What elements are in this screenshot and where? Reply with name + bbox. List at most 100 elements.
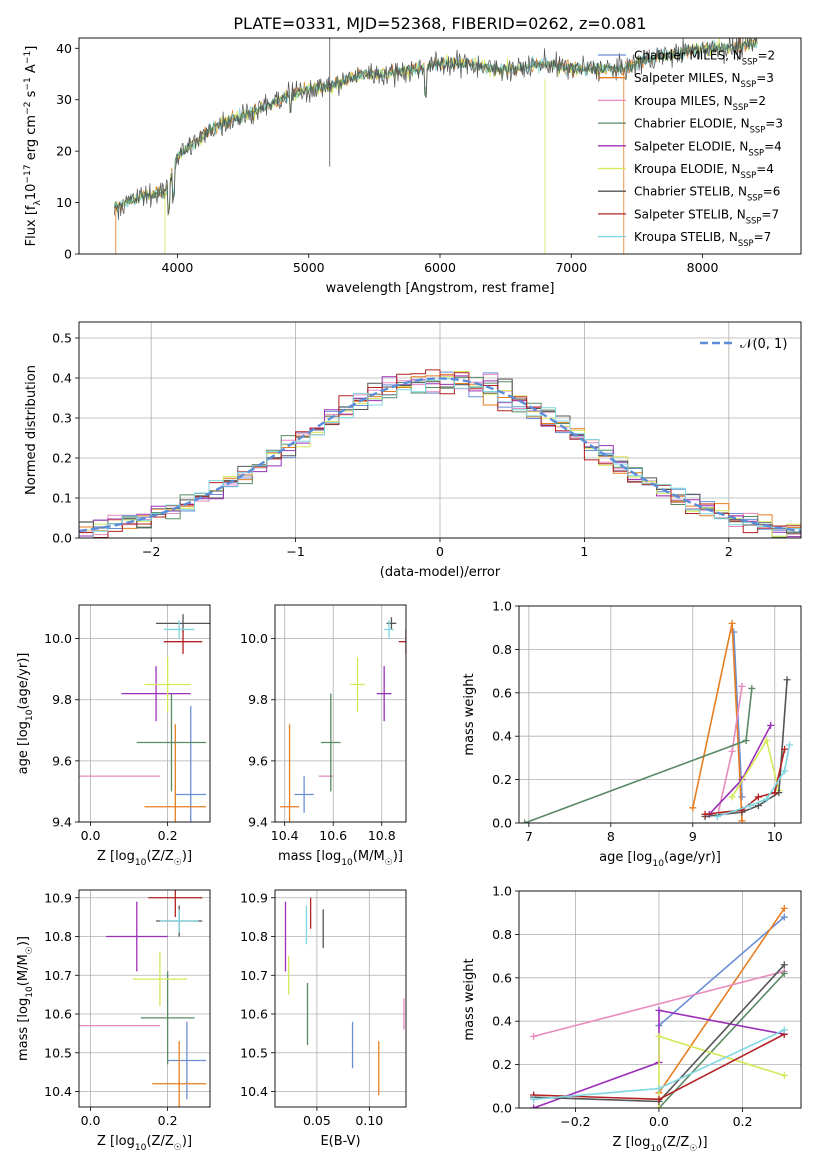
y-tick-label: 0 <box>64 247 72 262</box>
errorbar-chabrier-elodie <box>140 971 195 1065</box>
y-axis-label: age [log10(age/yr)] <box>16 653 35 775</box>
y-tick-label: 10 <box>56 195 72 210</box>
weight-marker <box>728 793 736 801</box>
y-tick-label: 10.6 <box>240 1007 268 1022</box>
x-tick-label: 8000 <box>687 260 719 275</box>
y-tick-label: 0.0 <box>492 1101 512 1116</box>
x-tick-label: 0.10 <box>355 1113 383 1128</box>
y-tick-label: 10.8 <box>240 929 268 944</box>
legend-label-chabrier-miles: Chabrier MILES, NSSP=2 <box>634 49 775 67</box>
weight-line-salpeter-stelib <box>705 749 786 816</box>
weight-line-chabrier-elodie <box>658 972 785 1108</box>
weight-marker <box>780 969 788 977</box>
y-tick-label: 10.9 <box>240 890 268 905</box>
y-tick-label: 9.4 <box>52 815 72 830</box>
y-tick-label: 9.6 <box>52 753 72 768</box>
weight-marker <box>780 961 788 969</box>
weight-marker <box>767 721 775 729</box>
weight-marker <box>530 1032 538 1040</box>
y-tick-label: 0.6 <box>492 970 512 985</box>
errorbar-chabrier-elodie <box>136 693 207 792</box>
panel-weight-vs-Z: −0.2 0.0 0.2 0.0 0.2 0.4 0.6 0.8 1.0 Z [log10(Z/Z… <box>462 884 802 1154</box>
weight-marker <box>701 810 709 818</box>
weight-marker <box>728 747 736 755</box>
x-tick-label: 10.4 <box>271 828 299 843</box>
x-axis-label: (data-model)/error <box>380 565 501 580</box>
x-tick-label: −1 <box>286 544 304 559</box>
panel-mass-vs-EBV: 0.05 0.10 10.4 10.5 10.6 10.7 10.8 10.9 E(B-V) <box>240 889 407 1149</box>
axes-frame <box>518 890 802 1109</box>
weight-marker <box>786 741 794 749</box>
axes-frame <box>78 37 802 255</box>
plot-area <box>279 617 406 822</box>
x-tick-label: 4000 <box>162 260 194 275</box>
errorbar-salpeter-miles <box>279 724 300 822</box>
weight-line-kroupa-elodie <box>658 1035 785 1108</box>
x-tick-label: 10.8 <box>368 828 396 843</box>
weight-marker <box>713 812 721 820</box>
x-tick-label: −0.2 <box>560 1114 590 1129</box>
plot-area <box>114 38 758 254</box>
y-tick-label: 0.0 <box>52 531 72 546</box>
legend-label-kroupa-stelib: Kroupa STELIB, NSSP=7 <box>634 230 771 248</box>
y-tick-label: 0.4 <box>492 729 512 744</box>
weight-marker <box>655 1032 663 1040</box>
axes-frame <box>78 604 211 823</box>
weight-line-chabrier-elodie <box>524 688 753 823</box>
weight-marker <box>738 682 746 690</box>
panel-age-vs-Z: 0.0 0.2 9.4 9.6 9.8 10.0 Z [log10(Z/Z☉)] age [l… <box>16 604 211 868</box>
weight-marker <box>655 1084 663 1092</box>
y-axis-label: mass [log10(M/M☉)] <box>16 936 35 1061</box>
y-tick-label: 10.4 <box>240 1084 268 1099</box>
y-tick-label: 0.1 <box>52 491 72 506</box>
y-axis-label: mass weight <box>462 958 477 1040</box>
weight-marker <box>780 1071 788 1079</box>
y-tick-label: 0.4 <box>492 1014 512 1029</box>
x-tick-label: 6000 <box>424 260 456 275</box>
y-tick-label: 0.8 <box>492 642 512 657</box>
weight-marker <box>730 628 738 636</box>
errorbar-salpeter-stelib <box>163 629 203 654</box>
y-tick-label: 10.5 <box>240 1045 268 1060</box>
y-tick-label: 0.0 <box>492 816 512 831</box>
legend-label-chabrier-stelib: Chabrier STELIB, NSSP=6 <box>634 185 780 203</box>
weight-marker <box>738 817 746 823</box>
x-tick-label: 0.2 <box>158 1113 178 1128</box>
x-tick-label: 0.0 <box>81 828 101 843</box>
x-axis-label: mass [log10(M/M☉)] <box>278 849 403 868</box>
weight-marker <box>771 789 779 797</box>
weight-marker <box>746 802 754 810</box>
errorbar-salpeter-stelib <box>148 890 203 918</box>
spectrum-legend: Chabrier MILES, NSSP=2 Salpeter MILES, NS… <box>598 49 783 248</box>
weight-line-chabrier-miles <box>658 916 785 1027</box>
x-tick-label: 7 <box>525 829 533 844</box>
x-tick-label: −2 <box>142 544 160 559</box>
plot-area <box>530 904 788 1108</box>
weight-marker <box>748 684 756 692</box>
spectrum-line-chabrier-stelib <box>114 38 758 220</box>
y-tick-label: 0.6 <box>492 685 512 700</box>
axes-frame <box>518 605 802 824</box>
errorbar-salpeter-elodie <box>105 901 168 972</box>
plot-area <box>79 614 210 822</box>
errorbar-salpeter-miles <box>144 724 207 822</box>
x-tick-label: 10 <box>767 829 783 844</box>
legend-label-salpeter-miles: Salpeter MILES, NSSP=3 <box>634 71 774 89</box>
x-tick-label: 0 <box>436 544 444 559</box>
weight-marker <box>655 1104 663 1108</box>
weight-marker <box>754 802 762 810</box>
y-tick-label: 1.0 <box>492 884 512 899</box>
panel-residuals: −2 −1 0 1 2 0.0 0.1 0.2 0.3 0.4 0.5 (data-model)/er… <box>24 321 802 580</box>
y-tick-label: 10.0 <box>44 631 72 646</box>
y-tick-label: 0.2 <box>492 1057 512 1072</box>
errorbar-kroupa-elodie <box>350 656 365 712</box>
x-tick-label: 1 <box>580 544 588 559</box>
weight-marker <box>689 804 697 812</box>
plot-area <box>79 890 207 1107</box>
y-tick-label: 10.6 <box>44 1007 72 1022</box>
plot-area <box>284 897 405 1096</box>
y-tick-label: 10.5 <box>44 1045 72 1060</box>
y-tick-label: 9.6 <box>248 753 268 768</box>
x-axis-label: Z [log10(Z/Z☉)] <box>97 849 192 868</box>
